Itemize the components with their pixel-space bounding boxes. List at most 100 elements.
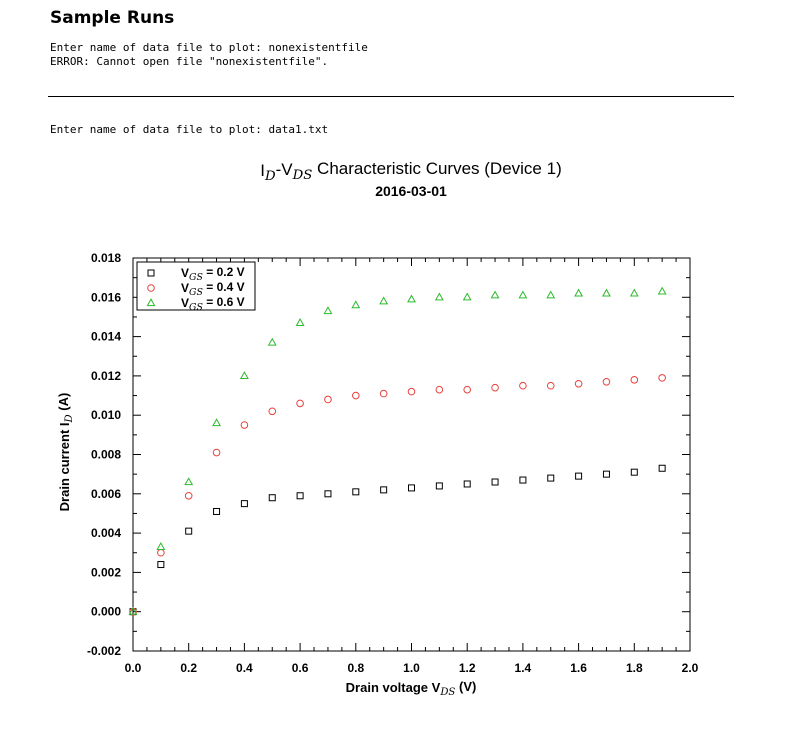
x-tick-label: 0.6	[292, 661, 309, 675]
series-1-point	[380, 486, 388, 494]
series-3-point	[657, 286, 667, 295]
series-1-point	[658, 464, 666, 472]
series-2-point	[546, 381, 555, 390]
plot-frame	[132, 257, 691, 652]
console-error-line: ERROR: Cannot open file "nonexistentfile…	[50, 55, 329, 68]
series-2-point	[379, 389, 388, 398]
series-2-point	[463, 385, 472, 394]
x-tick-label: 0.0	[125, 661, 142, 675]
series-2-point	[574, 379, 583, 388]
series-3-point	[295, 318, 305, 326]
y-tick-label: 0.014	[91, 330, 121, 344]
series-1-point	[185, 527, 193, 535]
y-axis-label: Drain current ID (A)	[56, 393, 75, 512]
series-2-point	[407, 387, 416, 396]
y-tick-label: 0.000	[91, 605, 121, 619]
series-2-point	[602, 377, 611, 386]
x-tick-label: 0.8	[347, 661, 364, 675]
x-tick-label: 1.6	[570, 661, 587, 675]
series-1-point	[630, 468, 638, 476]
x-tick-label: 1.4	[515, 661, 532, 675]
series-1-point	[435, 482, 443, 490]
legend-marker	[147, 269, 155, 277]
series-3-point	[184, 477, 194, 486]
y-tick-label: 0.002	[91, 565, 121, 579]
series-2-point	[268, 407, 277, 416]
console-prompt-line: Enter name of data file to plot: data1.t…	[50, 123, 329, 136]
series-2-point	[324, 395, 332, 404]
series-3-point	[212, 418, 222, 427]
x-tick-label: 0.4	[236, 661, 253, 675]
series-2-point	[352, 391, 360, 400]
console-run-2: Enter name of data file to plot: data1.t…	[50, 123, 328, 137]
series-2-point	[435, 385, 444, 394]
series-3-point	[323, 306, 333, 315]
series-1-point	[296, 492, 304, 500]
y-tick-label: 0.006	[91, 487, 121, 501]
y-tick-label: 0.008	[91, 448, 121, 462]
series-3-point	[629, 288, 639, 297]
series-3-point	[128, 606, 138, 615]
chart-subtitle: 2016-03-01	[375, 183, 447, 199]
series-2-point	[240, 421, 249, 429]
console-prompt-line: Enter name of data file to plot: nonexis…	[50, 41, 368, 54]
x-axis-label: Drain voltage VDS (V)	[346, 679, 477, 698]
series-1-point	[575, 472, 583, 480]
series-3-point	[379, 296, 389, 305]
x-tick-label: 1.0	[403, 661, 420, 675]
x-tick-label: 0.2	[180, 661, 197, 675]
series-3-point	[267, 337, 277, 346]
page-heading: Sample Runs	[50, 8, 175, 28]
legend-box	[136, 261, 256, 311]
console-run-1: Enter name of data file to plot: nonexis…	[50, 41, 368, 69]
legend-marker	[146, 298, 156, 307]
legend-marker	[147, 284, 155, 292]
legend-label: VGS = 0.2 V	[181, 265, 245, 283]
series-3-point	[490, 290, 500, 299]
series-1-point	[157, 561, 165, 569]
series-3-point	[574, 288, 584, 297]
series-2-point	[658, 374, 666, 382]
horizontal-divider	[48, 96, 734, 97]
x-tick-label: 1.2	[459, 661, 476, 675]
series-3-point	[518, 290, 528, 299]
series-3-point	[407, 294, 416, 303]
series-1-point	[213, 507, 221, 515]
y-tick-label: 0.012	[91, 369, 121, 383]
chart-title: ID-VDS Characteristic Curves (Device 1)	[260, 159, 561, 184]
series-3-point	[462, 292, 472, 301]
y-tick-label: -0.002	[87, 644, 121, 658]
series-3-point	[434, 292, 444, 301]
legend-label: VGS = 0.6 V	[181, 295, 245, 313]
series-3-point	[351, 300, 361, 309]
x-tick-label: 2.0	[682, 661, 699, 675]
series-1-point	[491, 478, 499, 486]
series-1-point	[408, 484, 415, 492]
series-2-point	[157, 548, 165, 557]
y-tick-label: 0.010	[91, 408, 121, 422]
series-1-point	[352, 488, 360, 496]
series-1-point	[463, 480, 471, 488]
series-3-point	[546, 290, 556, 299]
series-2-point	[630, 376, 639, 384]
series-1-point	[268, 494, 276, 502]
series-1-point	[240, 500, 248, 508]
series-1-point	[519, 476, 527, 484]
y-tick-label: 0.004	[91, 526, 121, 540]
series-1-point	[547, 474, 555, 482]
series-2-point	[296, 399, 304, 408]
series-3-point	[239, 371, 249, 379]
series-2-point	[212, 448, 221, 457]
x-tick-label: 1.8	[626, 661, 643, 675]
series-2-point	[519, 381, 527, 390]
series-3-point	[156, 542, 166, 550]
series-1-point	[602, 470, 610, 478]
series-2-point	[184, 491, 193, 500]
y-tick-label: 0.018	[91, 251, 121, 265]
y-tick-label: 0.016	[91, 290, 121, 304]
series-1-point	[324, 490, 332, 498]
legend-label: VGS = 0.4 V	[181, 280, 245, 298]
series-2-point	[491, 383, 499, 392]
series-3-point	[601, 288, 611, 297]
